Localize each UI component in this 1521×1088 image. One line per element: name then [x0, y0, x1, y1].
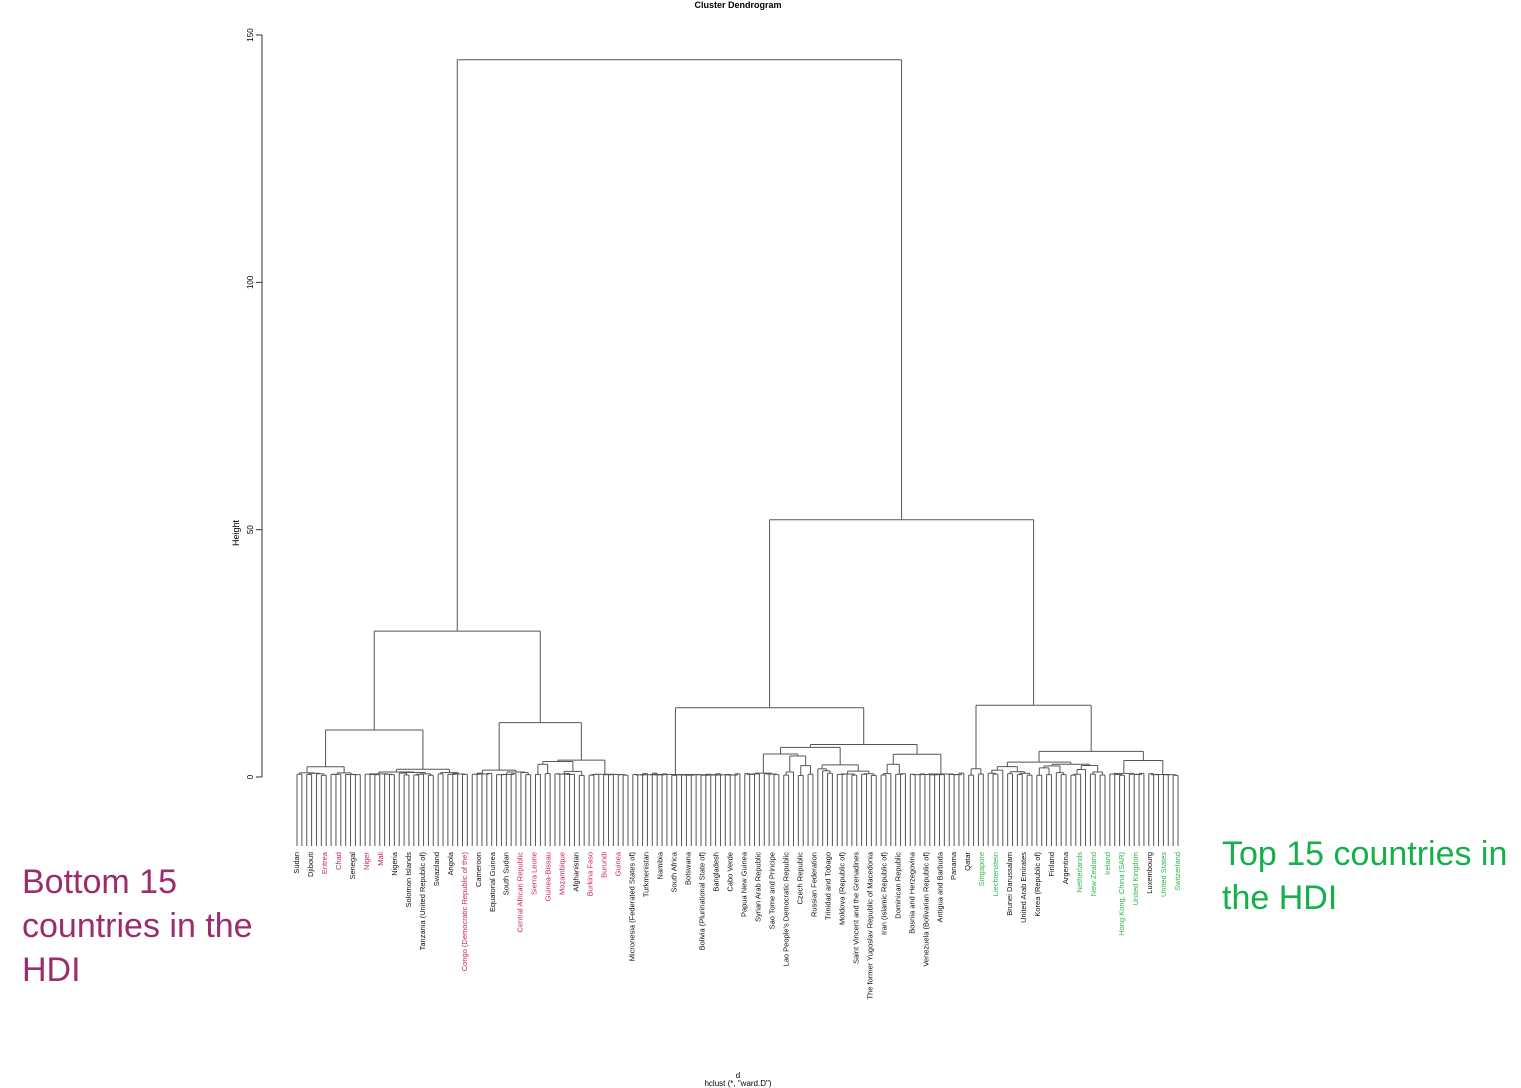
x-axis-label: d	[736, 1071, 740, 1080]
leaf-label: Singapore	[977, 852, 986, 886]
leaf-label: Sierra Leone	[530, 852, 539, 895]
chart-title: Cluster Dendrogram	[694, 0, 781, 10]
leaf-label: Lao People's Democratic Republic	[781, 852, 790, 967]
leaf-label: Czech Republic	[795, 852, 804, 905]
leaf-label: Equatorial Guinea	[488, 851, 497, 912]
leaf-label: Trinidad and Tobago	[823, 852, 832, 920]
leaf-label: Botswana	[684, 851, 693, 885]
y-tick-label-150: 150	[246, 28, 255, 42]
leaf-label: Bolivia (Plurinational State of)	[698, 852, 707, 951]
leaf-label: Sao Tome and Principe	[767, 852, 776, 929]
y-tick-label-100: 100	[246, 275, 255, 289]
y-axis-label: Height	[231, 519, 241, 546]
leaf-label: Moldova (Republic of)	[837, 852, 846, 925]
leaf-label: Panama	[949, 851, 958, 880]
leaf-label: Turkmenistan	[642, 852, 651, 897]
leaf-label: Cabo Verde	[725, 852, 734, 892]
leaf-label: Nigeria	[390, 851, 399, 876]
leaf-label: Argentina	[1061, 851, 1070, 884]
y-tick-label-50: 50	[246, 525, 255, 534]
leaf-label: United Kingdom	[1131, 852, 1140, 905]
leaf-label: Ireland	[1103, 852, 1112, 875]
leaf-label: Russian Federation	[809, 852, 818, 917]
leaf-label: Antigua and Barbuda	[935, 851, 944, 922]
leaf-label: Cameroon	[474, 852, 483, 887]
leaf-label: Venezuela (Bolivarian Republic of)	[921, 852, 930, 967]
leaf-label: Swaziland	[432, 852, 441, 886]
leaf-label: Netherlands	[1075, 852, 1084, 893]
leaf-label: Mali	[376, 852, 385, 866]
leaf-label: Afghanistan	[572, 852, 581, 892]
leaf-label: United Arab Emirates	[1019, 852, 1028, 923]
dendrogram-branches	[296, 59, 1179, 846]
top-15-annotation: Top 15 countries in the HDI	[1222, 835, 1508, 917]
leaf-label: Micronesia (Federated States of)	[628, 852, 637, 962]
leaf-label: Burkina Faso	[586, 852, 595, 896]
bottom-15-annotation: Bottom 15 countries in the HDI	[22, 863, 253, 989]
leaf-label: Niger	[362, 852, 371, 870]
leaf-label: Sudan	[292, 852, 301, 874]
leaf-label: United States	[1159, 852, 1168, 897]
leaf-label: Congo (Democratic Republic of the)	[460, 852, 469, 972]
leaf-label: Dominican Republic	[893, 852, 902, 919]
leaf-label: Namibia	[656, 851, 665, 879]
leaf-label: Guinea	[614, 851, 623, 876]
leaf-label: Guinea-Bissau	[544, 852, 553, 901]
leaf-label: Mozambique	[558, 852, 567, 895]
leaf-label: Korea (Republic of)	[1033, 852, 1042, 917]
leaf-label: Central African Republic	[516, 852, 525, 933]
leaf-label: Chad	[334, 852, 343, 870]
leaf-label: Qatar	[963, 852, 972, 871]
leaf-label: Angola	[446, 851, 455, 875]
leaf-label: Tanzania (United Republic of)	[418, 852, 427, 951]
leaf-label: Brunei Darussalam	[1005, 852, 1014, 916]
leaf-label: Papua New Guinea	[739, 851, 748, 917]
leaf-label: South Sudan	[502, 852, 511, 895]
leaf-labels: Sudan Djibouti Eritrea Chad Senegal Niger Mali…	[292, 851, 1182, 999]
leaf-label: New Zealand	[1089, 852, 1098, 896]
x-axis-sublabel: hclust (*, "ward.D")	[704, 1079, 771, 1088]
leaf-label: Liechtenstein	[991, 852, 1000, 896]
leaf-label: South Africa	[670, 851, 679, 892]
leaf-label: Bangladesh	[712, 852, 721, 892]
leaf-label: Hong Kong, China (SAR)	[1117, 852, 1126, 936]
leaf-label: The former Yugoslav Republic of Macedoni…	[865, 851, 874, 999]
leaf-label: Saint Vincent and the Grenadines	[851, 852, 860, 964]
leaf-label: Luxembourg	[1145, 852, 1154, 894]
y-tick-label-0: 0	[246, 774, 255, 779]
y-axis: 0 50 100 150	[246, 28, 263, 779]
leaf-label: Finland	[1047, 852, 1056, 877]
leaf-label: Switzerland	[1173, 852, 1182, 891]
leaf-label: Syrian Arab Republic	[753, 852, 762, 922]
leaf-label: Senegal	[348, 852, 357, 880]
leaf-label: Djibouti	[306, 852, 315, 877]
leaf-label: Burundi	[600, 852, 609, 878]
leaf-label: Iran (Islamic Republic of)	[879, 852, 888, 935]
leaf-label: Bosnia and Herzegovina	[907, 851, 916, 934]
leaf-label: Eritrea	[320, 851, 329, 874]
leaf-label: Solomon Islands	[404, 852, 413, 908]
